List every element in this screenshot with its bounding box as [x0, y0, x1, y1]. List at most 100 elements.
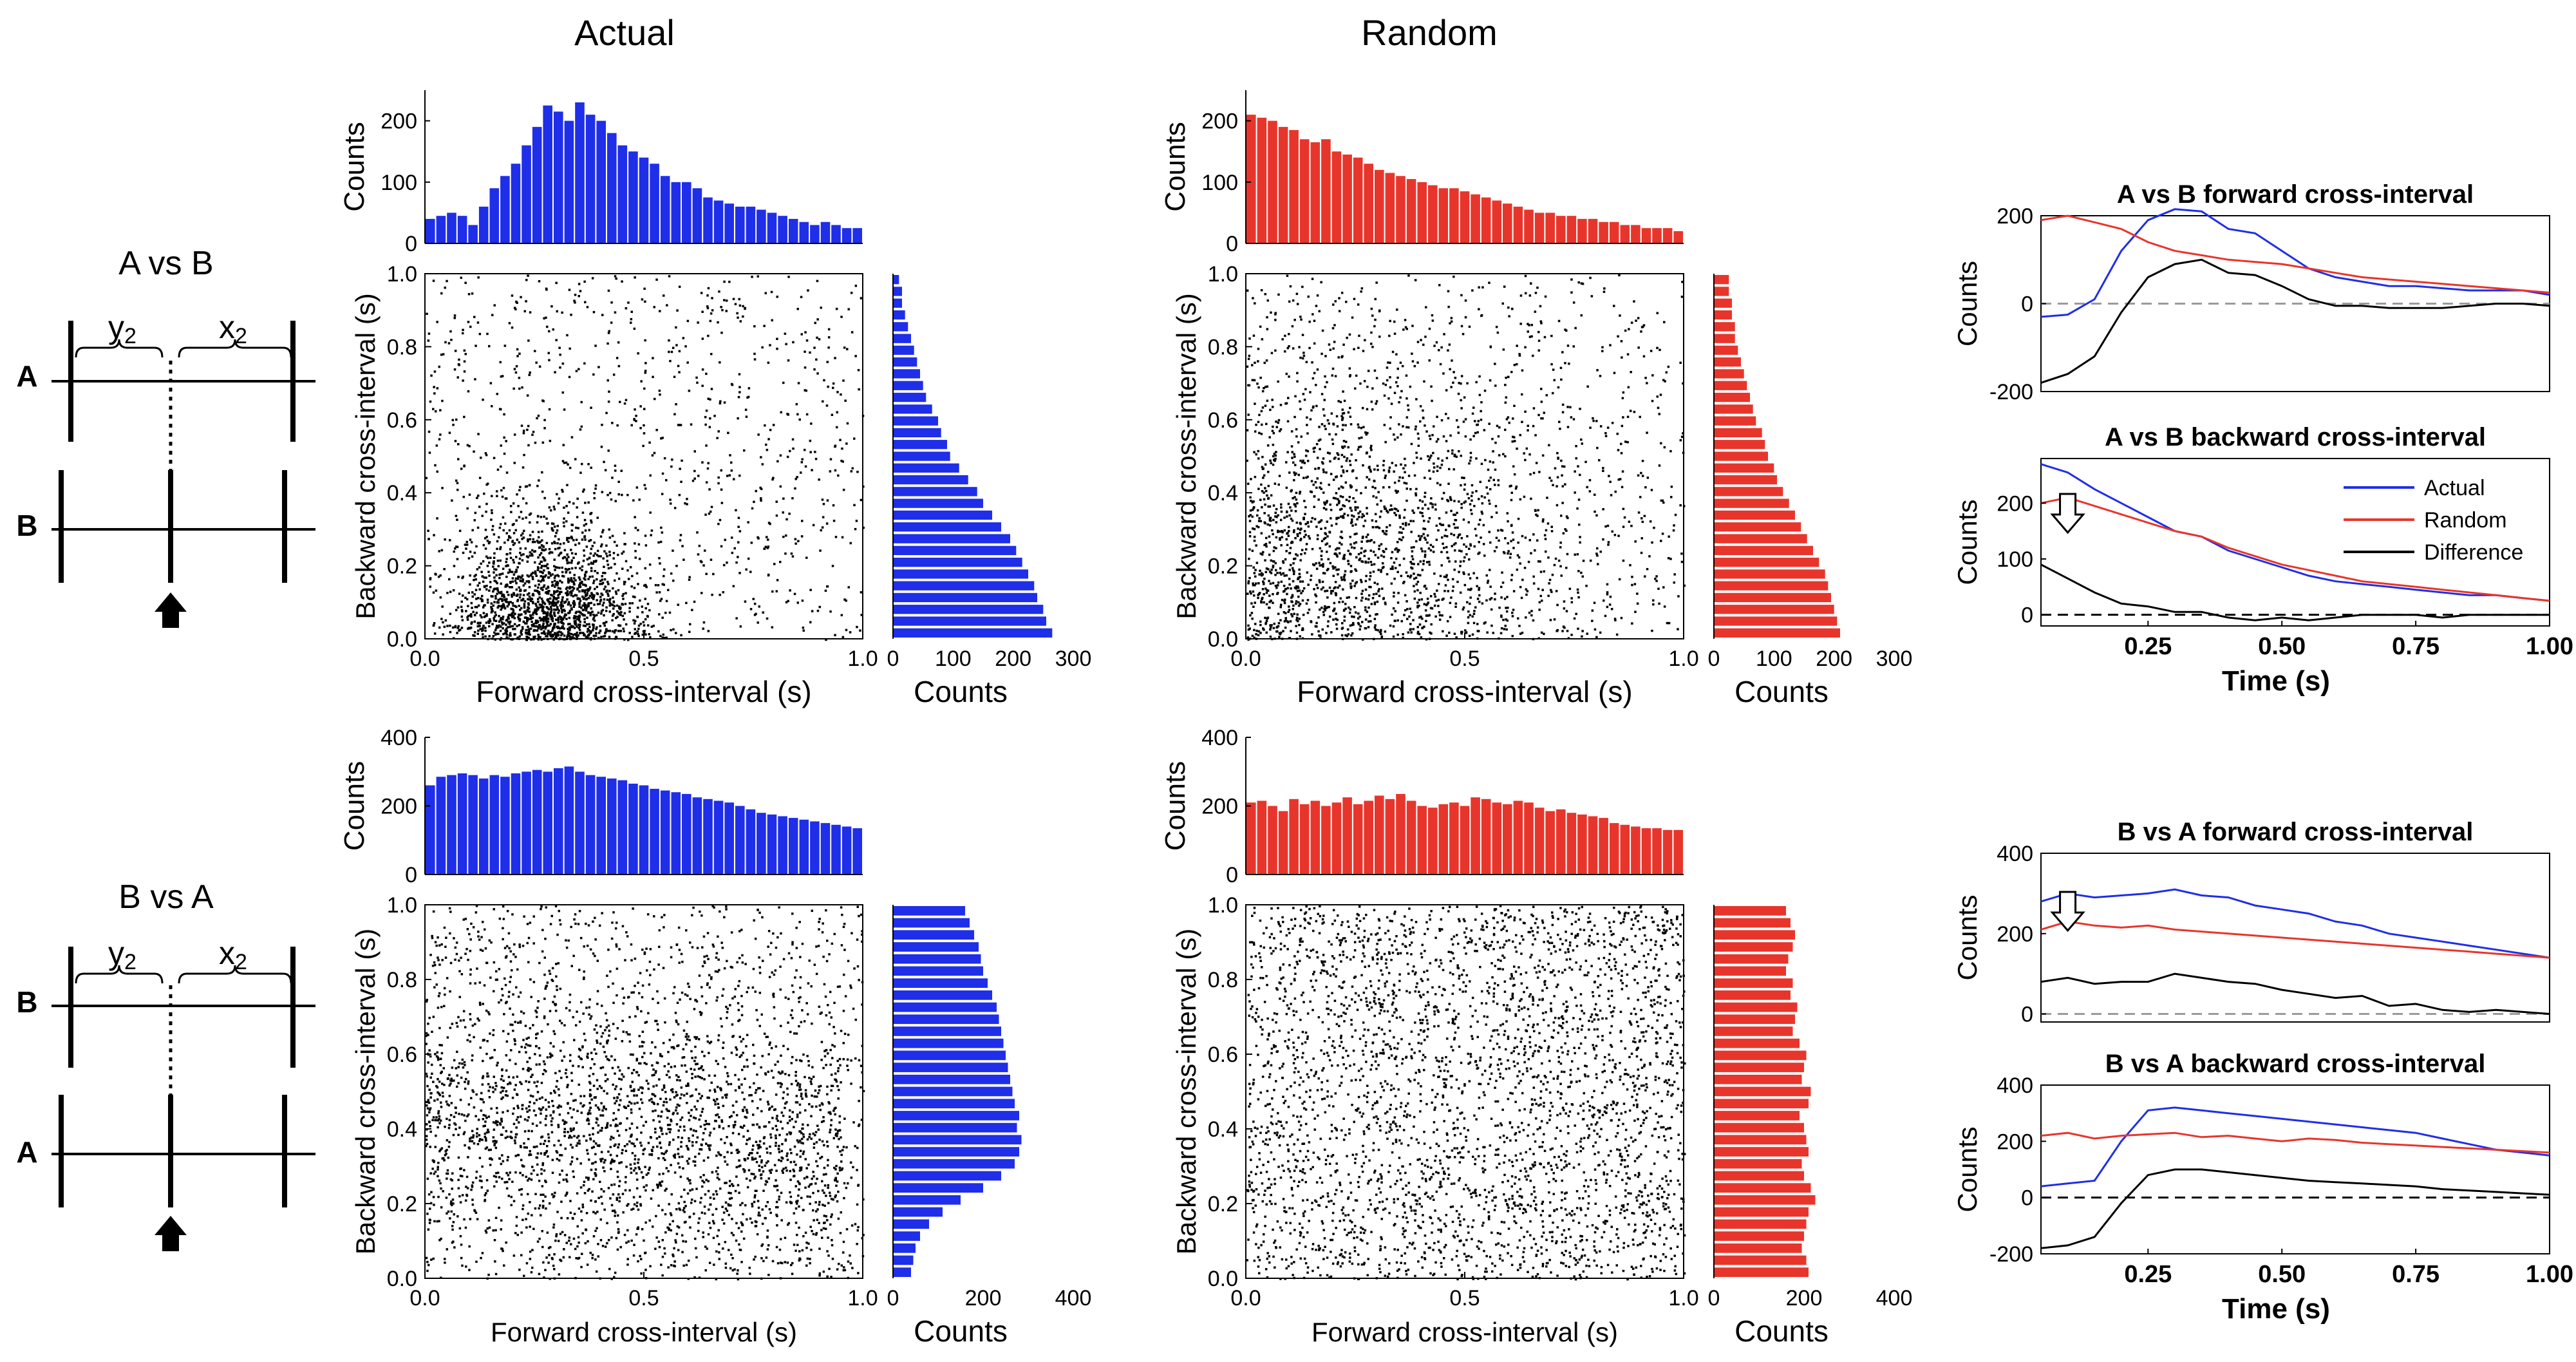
scatter-point — [491, 509, 493, 512]
scatter-point — [1366, 533, 1369, 536]
scatter-point — [474, 378, 476, 381]
scatter-point — [1521, 393, 1523, 396]
scatter-point — [1299, 316, 1302, 318]
scatter-point — [509, 625, 512, 628]
scatter-point — [1497, 484, 1500, 487]
scatter-point — [1279, 428, 1283, 431]
scatter-point — [1581, 575, 1584, 578]
scatter-point — [839, 439, 841, 441]
scatter-point — [729, 454, 731, 457]
scatter-point — [541, 605, 543, 608]
scatter-point — [1681, 281, 1684, 283]
scatter-point — [1264, 293, 1266, 296]
scatter-point — [1461, 477, 1463, 479]
scatter-point — [436, 517, 438, 520]
scatter-point — [502, 594, 505, 596]
scatter-point — [566, 559, 569, 562]
scatter-point — [1382, 469, 1386, 471]
scatter-point — [1325, 508, 1328, 511]
scatter-point — [1607, 541, 1610, 544]
scatter-point — [1315, 621, 1318, 625]
scatter-point — [1284, 350, 1286, 353]
scatter-point — [1397, 592, 1400, 594]
scatter-point — [1604, 525, 1607, 528]
scatter-point — [1337, 586, 1339, 589]
scatter-point — [1350, 634, 1353, 637]
scatter-point — [511, 601, 514, 605]
scatter-point — [530, 599, 532, 601]
scatter-point — [441, 605, 444, 608]
scatter-point — [1302, 516, 1305, 519]
scatter-point — [1595, 420, 1598, 422]
scatter-point — [439, 409, 442, 411]
scatter-point — [1429, 456, 1432, 459]
scatter-point — [453, 637, 455, 639]
scatter-point — [499, 547, 502, 551]
scatter-point — [559, 621, 563, 623]
scatter-point — [1269, 624, 1272, 627]
scatter-point — [547, 567, 549, 570]
scatter-point — [1416, 626, 1419, 629]
scatter-point — [529, 534, 532, 536]
scatter-point — [493, 533, 496, 536]
scatter-point — [1445, 457, 1449, 460]
scatter-point — [827, 336, 831, 339]
scatter-point — [1259, 376, 1262, 379]
scatter-point — [706, 467, 710, 470]
scatter-point — [1293, 557, 1297, 560]
scatter-point — [514, 371, 518, 374]
scatter-point — [1475, 381, 1478, 384]
scatter-point — [1389, 504, 1393, 507]
scatter-point — [572, 605, 576, 608]
scatter-point — [534, 603, 537, 605]
scatter-point — [1561, 474, 1563, 477]
scatter-point — [1668, 621, 1671, 625]
scatter-point — [727, 431, 729, 434]
scatter-point — [1254, 475, 1257, 478]
scatter-point — [542, 622, 545, 625]
scatter-point — [1572, 301, 1575, 304]
scatter-point — [1404, 457, 1406, 460]
scatter-point — [574, 612, 578, 614]
scatter-point — [1444, 584, 1447, 587]
scatter-point — [1366, 476, 1368, 478]
scatter-point — [1324, 609, 1326, 612]
scatter-point — [511, 580, 514, 583]
scatter-point — [559, 587, 561, 590]
scatter-point — [826, 585, 829, 588]
scatter-point — [493, 571, 495, 574]
scatter-point — [644, 339, 646, 342]
scatter-point — [568, 562, 570, 564]
scatter-point — [1318, 310, 1321, 312]
scatter-point — [584, 575, 587, 578]
scatter-point — [1406, 600, 1408, 603]
scatter-point — [570, 592, 573, 594]
scatter-point — [675, 632, 677, 634]
scatter-point — [514, 580, 517, 582]
scatter-point — [637, 627, 640, 630]
scatter-point — [1364, 519, 1367, 522]
scatter-point — [583, 536, 586, 538]
scatter-point — [511, 294, 514, 297]
scatter-point — [1285, 461, 1288, 464]
scatter-point — [1332, 574, 1335, 577]
scatter-point — [471, 292, 474, 295]
scatter-point — [1368, 594, 1371, 597]
scatter-point — [522, 517, 524, 520]
scatter-point — [546, 635, 549, 638]
scatter-point — [561, 609, 563, 612]
scatter-point — [661, 472, 664, 475]
scatter-point — [1262, 477, 1264, 479]
scatter-point — [734, 303, 737, 305]
scatter-point — [1606, 605, 1609, 609]
scatter-point — [1295, 292, 1299, 296]
scatter-point — [498, 576, 501, 580]
scatter-point — [534, 589, 536, 592]
scatter-point — [1340, 507, 1343, 511]
scatter-point — [634, 556, 637, 559]
scatter-point — [604, 572, 606, 574]
scatter-point — [1261, 490, 1264, 493]
scatter-point — [1445, 529, 1447, 531]
scatter-point — [561, 311, 563, 314]
scatter-point — [1247, 638, 1250, 641]
